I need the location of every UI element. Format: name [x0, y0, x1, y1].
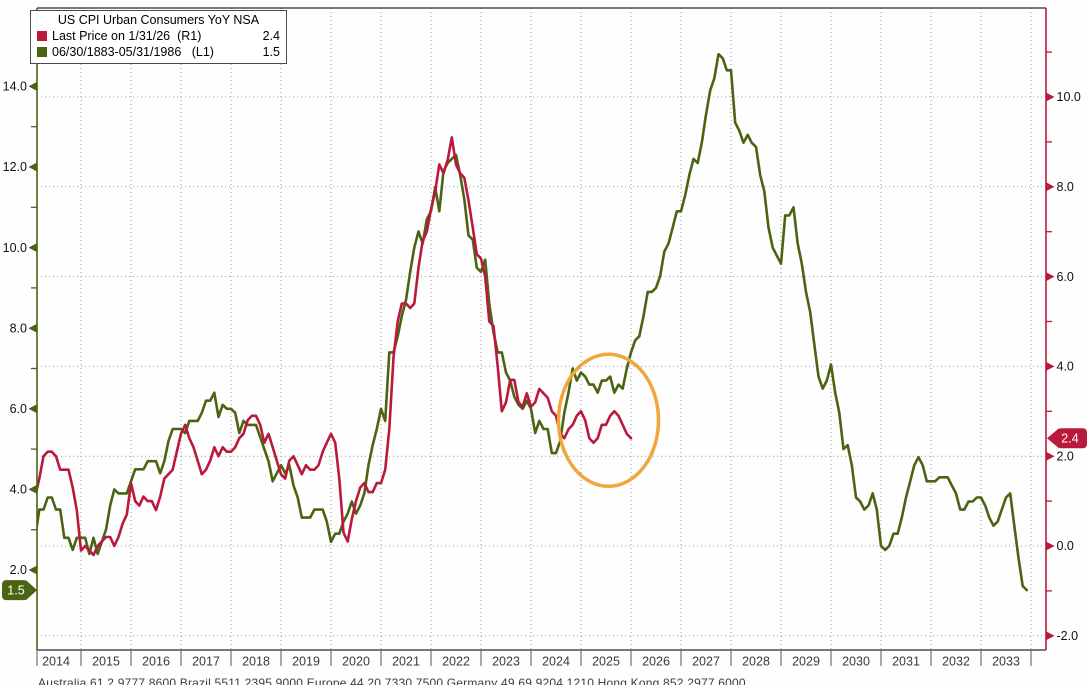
legend-value-overlay: 1.5 — [262, 45, 280, 59]
left-axis-tick-label: 12.0 — [3, 160, 27, 174]
x-axis-year-label: 2020 — [342, 655, 370, 669]
last-price-swatch — [37, 31, 47, 41]
x-axis-year-label: 2025 — [592, 655, 620, 669]
x-axis-year-label: 2024 — [542, 655, 570, 669]
left-axis-tick-label: 10.0 — [3, 241, 27, 255]
x-axis-year-label: 2015 — [92, 655, 120, 669]
legend-label-last-price: Last Price on 1/31/26 (R1) — [52, 29, 202, 43]
x-axis-year-label: 2023 — [492, 655, 520, 669]
y-axis-right: 10.0 8.0 6.0 4.0 2.0 0.0 -2.0 — [1046, 51, 1081, 643]
overlay-swatch — [37, 47, 47, 57]
x-axis-year-label: 2018 — [242, 655, 270, 669]
series-last-price-line — [37, 136, 633, 557]
left-axis-tick-label: 14.0 — [3, 80, 27, 94]
series-overlay-1883-1986-line — [37, 52, 1029, 592]
legend: US CPI Urban Consumers YoY NSA Last Pric… — [30, 10, 287, 64]
left-axis-tick-label: 2.0 — [10, 563, 27, 577]
x-axis-year-label: 2033 — [992, 655, 1020, 669]
x-axis-year-label: 2019 — [292, 655, 320, 669]
legend-label-overlay: 06/30/1883-05/31/1986 (L1) — [52, 45, 214, 59]
legend-value-last-price: 2.4 — [262, 29, 280, 43]
right-axis-last-value-badge: 2.4 — [1047, 428, 1087, 449]
x-axis-year-label: 2031 — [892, 655, 920, 669]
left-axis-last-value-badge: 1.5 — [2, 580, 37, 601]
right-axis-tick-label: -2.0 — [1057, 629, 1079, 643]
x-axis-year-label: 2016 — [142, 655, 170, 669]
x-axis-year-label: 2028 — [742, 655, 770, 669]
x-axis-year-label: 2014 — [42, 655, 70, 669]
left-axis-tick-label: 6.0 — [10, 402, 27, 416]
right-axis-tick-label: 4.0 — [1057, 360, 1074, 374]
right-axis-tick-label: 0.0 — [1057, 539, 1074, 553]
terminal-footer-text: Australia 61 2 9777 8600 Brazil 5511 239… — [38, 676, 746, 685]
x-axis-year-label: 2029 — [792, 655, 820, 669]
x-axis-year-label: 2030 — [842, 655, 870, 669]
annotation-ellipse — [556, 352, 661, 489]
x-axis-year-label: 2022 — [442, 655, 470, 669]
left-axis-tick-label: 8.0 — [10, 321, 27, 335]
right-axis-tick-label: 10.0 — [1057, 90, 1081, 104]
svg-text:1.5: 1.5 — [7, 584, 24, 598]
y-axis-left: 14.0 12.0 10.0 8.0 6.0 4.0 2.0 — [3, 45, 37, 577]
x-axis-year-label: 2017 — [192, 655, 220, 669]
legend-item-overlay: 06/30/1883-05/31/1986 (L1) 1.5 — [37, 44, 280, 60]
right-axis-tick-label: 2.0 — [1057, 449, 1074, 463]
horizontal-gridlines — [37, 96, 1046, 637]
x-axis-year-label: 2021 — [392, 655, 420, 669]
legend-item-last-price: Last Price on 1/31/26 (R1) 2.4 — [37, 28, 280, 44]
left-axis-tick-label: 4.0 — [10, 483, 27, 497]
vertical-gridlines — [80, 8, 1032, 650]
right-axis-tick-label: 8.0 — [1057, 180, 1074, 194]
x-axis: 2014 2015 2016 2017 2018 2019 2020 2021 2022 2023… — [36, 650, 1032, 669]
x-axis-year-label: 2026 — [642, 655, 670, 669]
svg-text:2.4: 2.4 — [1061, 432, 1078, 446]
right-axis-tick-label: 6.0 — [1057, 270, 1074, 284]
chart-title: US CPI Urban Consumers YoY NSA — [57, 13, 260, 27]
x-axis-year-label: 2032 — [942, 655, 970, 669]
x-axis-year-label: 2027 — [692, 655, 720, 669]
